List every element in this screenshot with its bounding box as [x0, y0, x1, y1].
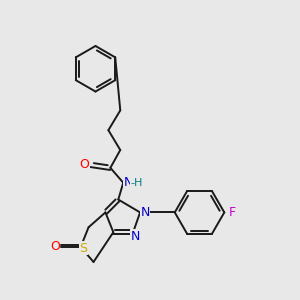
Text: S: S	[80, 242, 88, 255]
Text: N: N	[130, 230, 140, 243]
Text: N: N	[124, 176, 133, 189]
Text: O: O	[50, 240, 60, 253]
Text: F: F	[229, 206, 236, 219]
Text: O: O	[80, 158, 89, 171]
Text: N: N	[140, 206, 150, 219]
Text: -H: -H	[131, 178, 143, 188]
